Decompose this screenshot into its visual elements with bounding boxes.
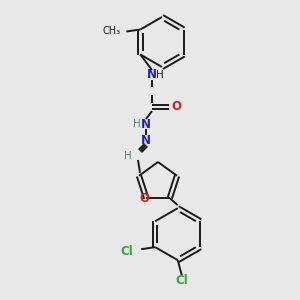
Text: N: N: [147, 68, 157, 82]
Text: H: H: [156, 70, 164, 80]
Text: H: H: [124, 151, 132, 161]
Text: Cl: Cl: [176, 274, 188, 287]
Text: N: N: [141, 118, 151, 130]
Text: CH₃: CH₃: [102, 26, 120, 37]
Text: Cl: Cl: [121, 245, 133, 258]
Text: H: H: [133, 119, 141, 129]
Text: O: O: [139, 192, 149, 205]
Text: N: N: [141, 134, 151, 146]
Text: O: O: [171, 100, 181, 113]
